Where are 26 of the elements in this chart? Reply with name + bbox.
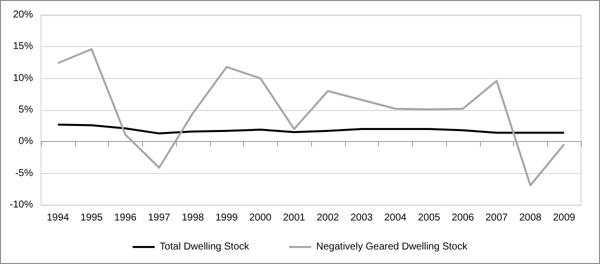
x-tick-label: 2005 xyxy=(418,212,441,224)
x-tick-label: 1997 xyxy=(148,212,171,224)
x-tick-label: 2007 xyxy=(486,212,508,224)
x-tick-label: 2001 xyxy=(283,212,306,224)
y-tick-label: 0% xyxy=(18,136,34,148)
x-tick-label: 2000 xyxy=(249,212,272,224)
y-tick-label: -5% xyxy=(15,168,34,179)
legend-label: Negatively Geared Dwelling Stock xyxy=(316,242,468,252)
x-tick-label: 1994 xyxy=(46,212,70,224)
y-tick-label: -10% xyxy=(10,200,34,210)
x-tick-label: 2009 xyxy=(553,212,576,224)
x-tick-label: 1996 xyxy=(114,212,137,224)
x-tick-label: 1999 xyxy=(216,212,238,224)
y-tick-label: 10% xyxy=(12,72,34,84)
x-tick-label: 1998 xyxy=(182,212,204,224)
x-tick-label: 2002 xyxy=(316,212,340,224)
x-tick-label: 1995 xyxy=(80,212,104,224)
line-series xyxy=(56,124,566,134)
x-tick-label: 2004 xyxy=(384,212,407,224)
x-tick-label: 2006 xyxy=(452,212,474,224)
x-tick-label: 2003 xyxy=(350,212,374,224)
y-tick-label: 5% xyxy=(18,104,34,116)
legend-label: Total Dwelling Stock xyxy=(160,242,250,252)
x-tick-label: 2008 xyxy=(519,212,542,224)
y-tick-label: 20% xyxy=(12,10,34,20)
y-tick-label: 15% xyxy=(12,41,34,52)
